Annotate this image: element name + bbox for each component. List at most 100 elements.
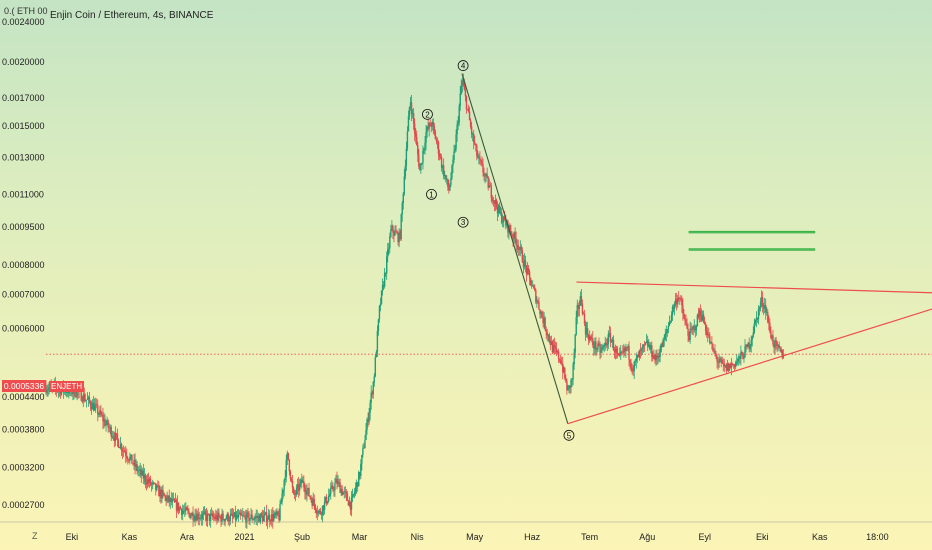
candle-body [274,512,276,516]
candle-body [264,512,267,514]
candle-body [332,485,334,490]
candle-body [563,368,565,373]
candle-body [462,80,465,86]
candle-body [130,454,132,457]
candle-body [683,313,685,319]
candle-body [606,344,608,346]
timezone-button[interactable]: Z [32,531,38,541]
candle-body [401,203,403,215]
candle-body [293,492,296,495]
candle-body [392,225,394,233]
candle-body [577,304,579,309]
candle-body [66,392,68,394]
candle-body [389,236,391,249]
candle-body [355,482,358,488]
candle-body [757,309,760,320]
candle-body [679,298,681,299]
candle-body [345,491,348,494]
candle-body [614,348,617,353]
candle-body [80,389,82,401]
candle-body [552,344,555,353]
candle-body [76,390,78,397]
candle-body [97,405,99,415]
y-tick-label: 0.0015000 [2,121,45,131]
candle-body [505,220,507,226]
x-tick-label: May [466,532,484,542]
candle-body [546,332,548,336]
candle-body [301,479,303,483]
candle-body [689,328,691,340]
candle-body [533,285,535,288]
candle-body [584,323,587,335]
candle-body [581,303,584,314]
candle-body [503,216,505,222]
candle-body [658,356,660,357]
candle-body [136,464,138,471]
candle-body [154,482,156,484]
candle-body [718,361,720,363]
candle-body [340,488,342,493]
candle-body [715,353,717,357]
triangle-lower-trendline [567,308,932,425]
candle-body [628,346,630,360]
candle-body [90,406,93,410]
candle-body [143,475,146,479]
candle-body [312,498,314,506]
candle-body [515,238,517,246]
candle-body [109,427,111,429]
candle-body [773,344,775,348]
candle-body [138,470,140,471]
candle-body [778,345,780,348]
candle-body [643,344,646,346]
x-tick-label: 18:00 [866,532,889,542]
candle-body [634,360,636,362]
candle-body [128,459,130,461]
candle-body [741,352,743,355]
candle-body [441,165,444,168]
candle-body [661,343,663,348]
candle-body [470,126,473,135]
candle-body [394,231,396,236]
candle-body [431,121,433,127]
candle-body [733,364,736,368]
candle-body [96,404,98,406]
candle-body [674,299,677,304]
candle-body [164,495,166,497]
candle-body [85,399,88,401]
candle-body [669,321,672,322]
candle-body [125,452,127,456]
candle-body [204,511,207,515]
candle-body [403,176,406,194]
candle-body [731,364,734,366]
candle-body [372,381,374,395]
candle-body [214,517,216,519]
candle-body [543,317,545,324]
candle-body [463,85,466,90]
candle-body [369,402,371,413]
candle-body [750,339,752,346]
candle-body [349,501,352,510]
candle-body [277,511,279,516]
candle-body [593,345,595,349]
candle-body [421,162,423,164]
candle-body [47,389,49,391]
candle-body [604,342,606,345]
candle-body [771,335,773,339]
candle-body [549,340,552,345]
candle-body [500,212,503,223]
candle-body [433,126,436,132]
candle-body [727,363,730,371]
candle-body [617,353,620,356]
candle-body [135,464,137,467]
candle-body [745,344,747,347]
x-tick-label: Ağu [639,532,655,542]
candle-body [219,516,221,518]
candle-body [418,154,420,167]
candle-body [662,339,664,348]
candle-body [576,304,578,318]
candle-body [504,216,506,221]
candle-body [721,360,723,364]
candle-body [695,326,698,331]
